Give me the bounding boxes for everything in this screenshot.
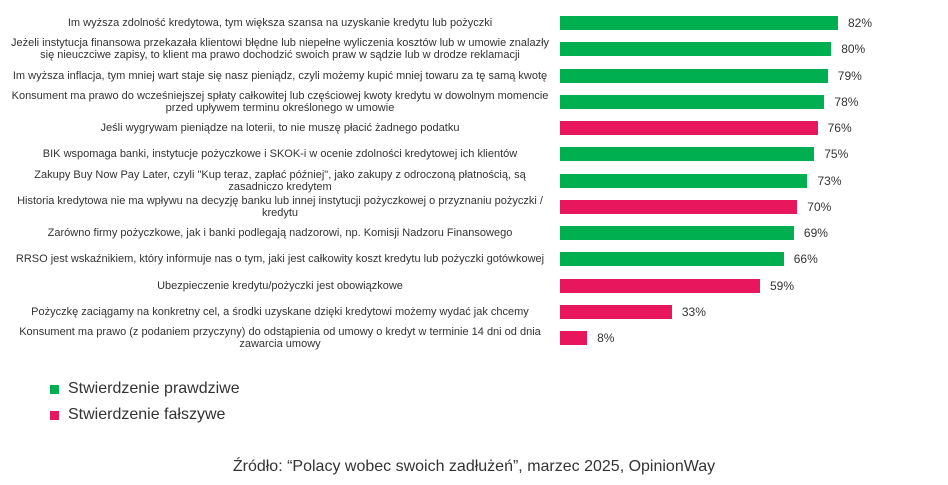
- value-label: 70%: [807, 199, 832, 214]
- category-label: BIK wspomaga banki, instytucje pożyczkow…: [42, 148, 518, 161]
- value-label: 80%: [841, 42, 866, 57]
- value-label: 78%: [834, 94, 859, 109]
- value-label: 75%: [824, 147, 849, 162]
- bar: [560, 173, 808, 188]
- value-label: 33%: [681, 304, 706, 319]
- bar: [560, 68, 828, 83]
- legend-label-false: Stwierdzenie fałszywe: [68, 406, 226, 423]
- category-label: Zakupy Buy Now Pay Later, czyli "Kup ter…: [34, 168, 526, 193]
- category-label: Historia kredytowa nie ma wpływu na decy…: [17, 194, 543, 219]
- bar: [560, 94, 825, 109]
- legend-item-false: Stwierdzenie fałszywe: [50, 406, 225, 424]
- bar: [560, 252, 784, 267]
- value-label: 82%: [847, 16, 872, 30]
- category-label: Im wyższa inflacja, tym mniej wart staje…: [12, 69, 548, 82]
- legend-swatch-true: [50, 384, 59, 394]
- category-label: Zarówno firmy pożyczkowe, jak i banki po…: [47, 227, 513, 239]
- category-label: Konsument ma prawo do wcześniejszej spła…: [11, 89, 549, 114]
- category-label: Jeśli wygrywam pieniądze na loterii, to …: [100, 122, 460, 134]
- value-label: 69%: [803, 226, 828, 240]
- category-label: Ubezpieczenie kredytu/pożyczki jest obow…: [157, 279, 403, 292]
- bar-chart: Im wyższa zdolność kredytowa, tym większ…: [10, 16, 872, 350]
- value-label: 76%: [827, 121, 852, 135]
- bar: [560, 199, 798, 214]
- bar: [560, 121, 818, 135]
- bar: [560, 226, 794, 240]
- category-label: Im wyższa zdolność kredytowa, tym większ…: [67, 17, 493, 29]
- bar: [560, 147, 815, 162]
- bar: [560, 278, 760, 293]
- value-label: 73%: [817, 173, 842, 188]
- value-label: 59%: [770, 278, 795, 293]
- bar: [560, 304, 672, 319]
- legend-label-true: Stwierdzenie prawdziwe: [68, 380, 240, 397]
- bar: [560, 331, 588, 345]
- legend-item-true: Stwierdzenie prawdziwe: [50, 380, 240, 398]
- bar: [560, 16, 838, 30]
- legend-swatch-false: [50, 410, 59, 420]
- category-label: Jeżeli instytucja finansowa przekazała k…: [10, 37, 550, 62]
- value-label: 79%: [837, 68, 862, 83]
- bar: [560, 42, 832, 57]
- source-caption: Źródło: “Polacy wobec swoich zadłużeń”, …: [232, 458, 716, 475]
- category-label: RRSO jest wskaźnikiem, który informuje n…: [15, 253, 545, 266]
- value-label: 66%: [793, 252, 818, 267]
- category-label: Konsument ma prawo (z podaniem przyczyny…: [19, 326, 541, 350]
- category-label: Pożyczkę zaciągamy na konkretny cel, a ś…: [31, 305, 529, 318]
- value-label: 8%: [597, 331, 615, 345]
